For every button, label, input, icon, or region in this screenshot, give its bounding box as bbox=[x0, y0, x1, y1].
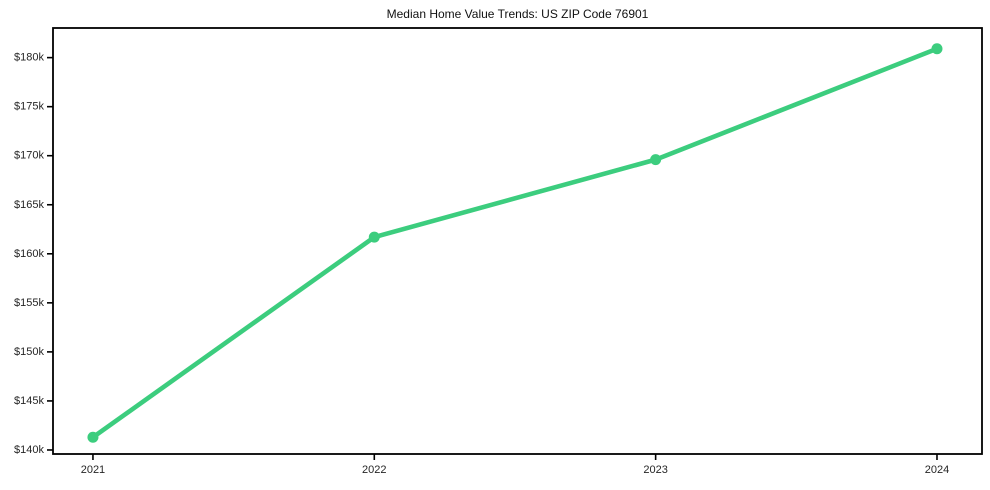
y-tick-label: $165k bbox=[14, 199, 44, 211]
chart-title: Median Home Value Trends: US ZIP Code 76… bbox=[386, 7, 649, 21]
x-tick-label: 2022 bbox=[362, 464, 386, 476]
data-point-marker bbox=[650, 154, 662, 166]
trend-line bbox=[90, 46, 940, 440]
data-point-marker bbox=[368, 231, 380, 243]
x-tick-label: 2024 bbox=[925, 464, 949, 476]
y-tick-label: $160k bbox=[14, 248, 44, 260]
y-tick-label: $145k bbox=[14, 395, 44, 407]
x-tick-label: 2021 bbox=[81, 464, 105, 476]
data-point-marker bbox=[931, 43, 943, 55]
y-tick-label: $155k bbox=[14, 297, 44, 309]
y-tick-label: $180k bbox=[14, 52, 44, 64]
data-point-marker bbox=[87, 431, 99, 443]
plot-border bbox=[52, 27, 983, 455]
y-tick-label: $150k bbox=[14, 346, 44, 358]
y-tick-label: $140k bbox=[14, 444, 44, 456]
y-tick-label: $175k bbox=[14, 101, 44, 113]
x-tick-label: 2023 bbox=[643, 464, 667, 476]
y-tick-label: $170k bbox=[14, 150, 44, 162]
